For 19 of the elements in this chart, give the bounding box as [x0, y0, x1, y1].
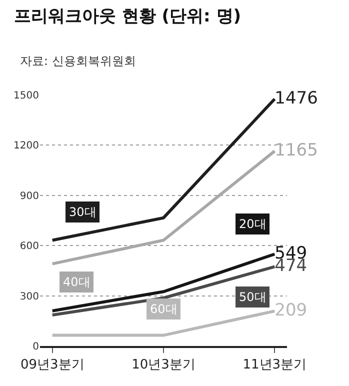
data-label: 1476 [274, 88, 318, 108]
x-tick-label: 09년3분기 [20, 358, 84, 373]
chart-subtitle: 자료: 신용회복위원회 [20, 54, 136, 68]
y-tick-label: 300 [20, 291, 39, 302]
y-tick-label: 0 [32, 342, 39, 352]
series-label: 40대 [63, 275, 90, 289]
data-label: 1165 [274, 140, 318, 160]
y-tick-label: 1200 [14, 140, 39, 152]
x-tick-label: 10년3분기 [132, 358, 196, 373]
y-tick-label: 1500 [14, 90, 39, 102]
chart-title: 프리워크아웃 현황 (단위: 명) [14, 6, 242, 27]
series-label: 30대 [69, 205, 96, 219]
series-label: 60대 [150, 302, 178, 316]
y-tick-label: 900 [20, 190, 39, 202]
data-label: 209 [274, 300, 308, 320]
series-label: 50대 [239, 290, 266, 304]
x-tick-label: 11년3분기 [242, 358, 307, 373]
y-tick-label: 600 [20, 241, 39, 252]
text: 20대 [239, 217, 266, 231]
